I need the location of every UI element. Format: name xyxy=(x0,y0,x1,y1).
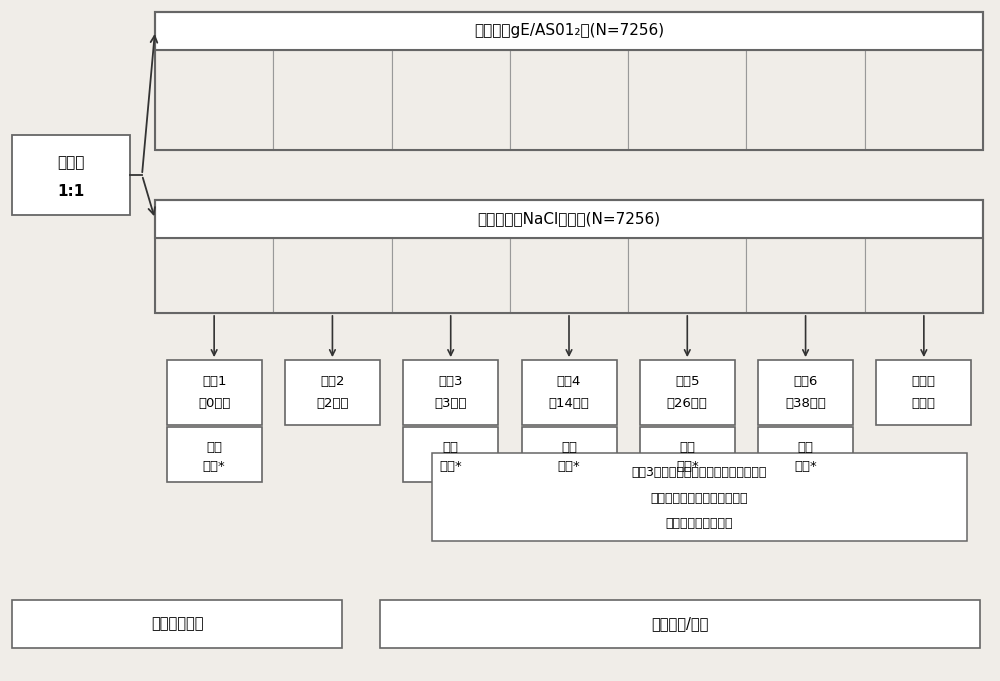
Bar xyxy=(628,238,746,313)
Text: 采样*: 采样* xyxy=(676,460,699,473)
Text: 就诊5: 就诊5 xyxy=(675,375,700,388)
Text: 月份将不执行接触。: 月份将不执行接触。 xyxy=(666,517,733,530)
Bar xyxy=(273,238,392,313)
Bar xyxy=(167,427,262,482)
Bar xyxy=(380,600,980,648)
Text: 血液: 血液 xyxy=(679,441,695,454)
Text: 随机化: 随机化 xyxy=(57,155,85,170)
Text: 疫苗组（gE/AS01₂）(N=7256): 疫苗组（gE/AS01₂）(N=7256) xyxy=(474,24,664,39)
Text: 第38个月: 第38个月 xyxy=(785,397,826,410)
Bar xyxy=(746,238,865,313)
Bar xyxy=(155,238,273,313)
Text: 在与受试者的计划就诊一致的: 在与受试者的计划就诊一致的 xyxy=(651,492,748,505)
Bar xyxy=(758,427,853,482)
Bar xyxy=(392,238,510,313)
Text: 血液: 血液 xyxy=(798,441,814,454)
Text: 论接触: 论接触 xyxy=(912,397,936,410)
Text: 1:1: 1:1 xyxy=(57,183,85,198)
Text: 随访接触/就诊: 随访接触/就诊 xyxy=(651,616,709,631)
Bar xyxy=(12,135,130,215)
Text: 第14个月: 第14个月 xyxy=(549,397,589,410)
Text: 就诊4: 就诊4 xyxy=(557,375,581,388)
Bar xyxy=(640,360,735,425)
Text: 采样*: 采样* xyxy=(558,460,580,473)
Text: 采样*: 采样* xyxy=(203,460,226,473)
Text: 就诊2: 就诊2 xyxy=(320,375,345,388)
Bar xyxy=(758,360,853,425)
Text: 血液: 血液 xyxy=(561,441,577,454)
Bar xyxy=(392,50,510,150)
Bar xyxy=(522,427,616,482)
Bar xyxy=(155,12,983,150)
Bar xyxy=(155,200,983,238)
Bar xyxy=(403,360,498,425)
Text: 血液: 血液 xyxy=(443,441,459,454)
Bar xyxy=(865,50,983,150)
Text: 就诊1: 就诊1 xyxy=(202,375,226,388)
Text: 血液: 血液 xyxy=(206,441,222,454)
Bar xyxy=(522,360,616,425)
Text: 疫苗接种就诊: 疫苗接种就诊 xyxy=(151,616,203,631)
Text: 安慰剂组（NaCl溶液）(N=7256): 安慰剂组（NaCl溶液）(N=7256) xyxy=(477,212,661,227)
Text: 采样*: 采样* xyxy=(794,460,817,473)
Text: 第0个月: 第0个月 xyxy=(198,397,230,410)
Text: 第2个月: 第2个月 xyxy=(316,397,349,410)
Text: 就诊3: 就诊3 xyxy=(438,375,463,388)
Bar xyxy=(403,427,498,482)
Bar xyxy=(273,50,392,150)
Bar xyxy=(865,238,983,313)
Bar xyxy=(155,50,273,150)
Bar xyxy=(746,50,865,150)
Bar xyxy=(510,238,628,313)
Bar xyxy=(167,360,262,425)
Bar xyxy=(876,360,971,425)
Bar xyxy=(510,50,628,150)
Bar xyxy=(432,453,967,541)
Text: 采样*: 采样* xyxy=(439,460,462,473)
Bar xyxy=(640,427,735,482)
Text: 就诊3以后每月按计划接触以研究结论。: 就诊3以后每月按计划接触以研究结论。 xyxy=(632,466,767,479)
Bar xyxy=(285,360,380,425)
Text: 第3个月: 第3个月 xyxy=(434,397,467,410)
Bar xyxy=(12,600,342,648)
Text: 研究结: 研究结 xyxy=(912,375,936,388)
Text: 第26个月: 第26个月 xyxy=(667,397,708,410)
Text: 就诊6: 就诊6 xyxy=(793,375,818,388)
Bar xyxy=(155,200,983,313)
Bar xyxy=(155,12,983,50)
Bar xyxy=(628,50,746,150)
